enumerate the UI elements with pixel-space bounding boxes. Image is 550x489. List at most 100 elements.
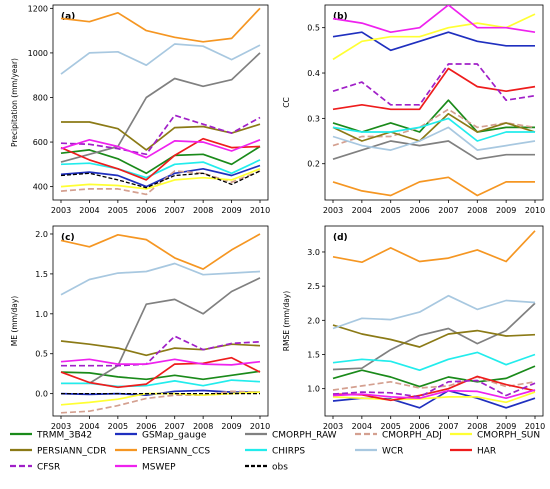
series-line-gsmap-gauge [332, 31, 535, 52]
y-axis-label: RMSE (mm/day) [282, 291, 291, 351]
y-tick-label: 2.0 [35, 230, 48, 239]
y-tick-label: 0.4 [307, 69, 320, 78]
x-tick-label: 2009 [496, 206, 516, 215]
legend-label: TRMM_3B42 [36, 431, 92, 441]
x-tick-label: 2004 [79, 206, 99, 215]
x-tick-label: 2008 [193, 206, 213, 215]
x-tick-label: 2008 [467, 206, 487, 215]
series-line-mswep [60, 358, 261, 366]
series-line-persiann-ccs [332, 176, 535, 197]
y-tick-label: 0.3 [307, 114, 320, 123]
x-tick-label: 2007 [165, 422, 185, 431]
x-tick-label: 2006 [409, 206, 429, 215]
legend-item-cmorph-sun: CMORPH_SUN [450, 431, 540, 441]
series-line-cmorph-adj [60, 170, 261, 196]
series-line-cmorph-adj [60, 390, 261, 414]
legend-label: GSMap_gauge [142, 431, 207, 441]
x-tick-label: 2004 [352, 206, 372, 215]
x-tick-label: 2006 [409, 422, 429, 431]
series-line-mswep [332, 5, 536, 34]
series-line-cfsr [61, 335, 261, 367]
y-tick-label: 0.0 [35, 390, 48, 399]
series-line-cmorph-raw [332, 302, 536, 371]
x-tick-label: 2005 [108, 206, 128, 215]
panel-frame [324, 4, 544, 201]
y-tick-label: 600 [33, 138, 48, 147]
y-axis-label: Precipitation (mm/year) [10, 58, 19, 147]
legend-item-persiann-ccs: PERSIANN_CCS [115, 447, 210, 457]
series-line-trmm-3b42 [332, 365, 536, 388]
legend-label: CFSR [37, 463, 60, 473]
x-tick-label: 2005 [381, 206, 401, 215]
x-tick-label: 2003 [51, 422, 71, 431]
x-tick-label: 2004 [79, 422, 99, 431]
series-line-wcr [332, 294, 536, 330]
x-tick-label: 2003 [51, 206, 71, 215]
y-tick-label: 2.5 [307, 282, 320, 291]
y-tick-label: 0.5 [307, 24, 320, 33]
legend-item-persiann-cdr: PERSIANN_CDR [10, 447, 106, 457]
x-tick-label: 2005 [108, 422, 128, 431]
panel-tag: (c) [61, 233, 75, 243]
x-tick-label: 2007 [438, 206, 458, 215]
legend-label: CMORPH_ADJ [382, 431, 442, 441]
series-line-cmorph-sun [332, 391, 536, 404]
y-tick-label: 0.2 [307, 160, 320, 169]
x-tick-label: 2009 [221, 422, 241, 431]
legend-item-cmorph-adj: CMORPH_ADJ [355, 431, 442, 441]
panel-d: 1.0 1.5 2.0 2.5 3.0 2003 2004 2005 2006 2007 2008 2… [282, 225, 545, 431]
panel-tag: (b) [333, 12, 348, 22]
x-tick-label: 2009 [221, 206, 241, 215]
series-line-cfsr [332, 63, 536, 106]
y-tick-label: 1.5 [35, 270, 48, 279]
series-group [60, 233, 261, 414]
y-tick-label: 400 [33, 183, 48, 192]
x-tick-label: 2007 [438, 422, 458, 431]
series-line-trmm-3b42 [60, 370, 261, 381]
series-line-cmorph-raw [332, 140, 535, 161]
x-tick-label: 2008 [467, 422, 487, 431]
series-line-persiann-ccs [332, 230, 536, 264]
series-line-persiann-ccs [60, 7, 261, 43]
panel-b: 0.2 0.3 0.4 0.5 2003 2004 2005 2006 2007 2008 2009… [282, 4, 545, 215]
y-tick-label: 2.0 [307, 316, 320, 325]
legend-item-cfsr: CFSR [10, 463, 60, 473]
y-tick-label: 1.0 [307, 385, 320, 394]
legend: TRMM_3B42 GSMap_gauge CMORPH_RAW CMORPH_ADJ… [10, 431, 540, 473]
x-tick-label: 2010 [250, 206, 270, 215]
series-line-cmorph-raw [61, 277, 261, 385]
series-line-chirps [332, 117, 535, 142]
series-line-har [332, 375, 536, 402]
x-tick-label: 2006 [136, 206, 156, 215]
series-line-chirps [60, 159, 261, 179]
x-tick-label: 2010 [250, 422, 270, 431]
legend-item-obs: obs [245, 463, 288, 473]
legend-item-cmorph-raw: CMORPH_RAW [245, 431, 337, 441]
legend-label: MSWEP [142, 463, 176, 473]
panel-tag: (a) [61, 12, 75, 22]
y-tick-label: 1.0 [35, 310, 48, 319]
x-tick-label: 2010 [525, 422, 545, 431]
series-line-gsmap-gauge [60, 164, 261, 188]
series-line-cmorph-raw [60, 52, 261, 163]
series-line-cfsr [60, 114, 261, 156]
legend-item-trmm-3b42: TRMM_3B42 [10, 431, 92, 441]
x-tick-label: 2010 [525, 206, 545, 215]
legend-item-wcr: WCR [355, 447, 403, 457]
legend-label: PERSIANN_CCS [142, 447, 210, 457]
y-tick-label: 1.5 [307, 350, 320, 359]
series-group [332, 230, 536, 409]
series-line-cmorph-adj [332, 376, 536, 391]
series-line-cmorph-sun [60, 168, 261, 190]
series-line-chirps [332, 351, 536, 372]
series-line-wcr [60, 43, 261, 75]
series-line-mswep [332, 389, 536, 400]
series-line-persiann-cdr [332, 324, 536, 348]
series-line-har [60, 137, 261, 181]
legend-item-gsmap-gauge: GSMap_gauge [115, 431, 207, 441]
x-tick-label: 2007 [165, 206, 185, 215]
y-tick-label: 1000 [28, 49, 48, 58]
series-line-persiann-cdr [332, 112, 536, 142]
legend-label: HAR [477, 447, 496, 457]
panel-c: 0.0 0.5 1.0 1.5 2.0 2003 2004 2005 2006 2007 2008 2… [10, 225, 270, 431]
